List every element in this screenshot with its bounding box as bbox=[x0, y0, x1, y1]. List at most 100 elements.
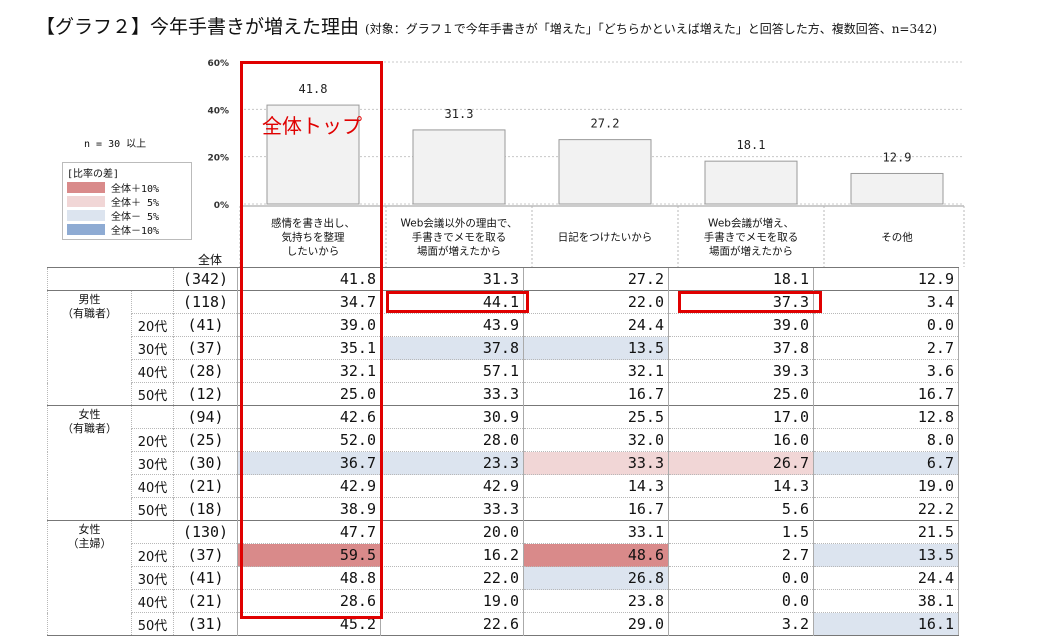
value-cell: 45.2 bbox=[237, 612, 381, 636]
legend-swatch bbox=[67, 223, 105, 235]
y-tick-label: 20% bbox=[207, 154, 229, 164]
age-label bbox=[131, 290, 174, 314]
legend-box: [比率の差] 全体＋10% 全体＋ 5% 全体－ 5% 全体－10% bbox=[62, 162, 192, 240]
table-row: 40代 (28) 32.1 57.1 32.1 39.3 3.6 bbox=[48, 359, 959, 383]
group-label: 女性 （有職者） bbox=[47, 405, 132, 521]
value-cell: 33.1 bbox=[523, 520, 669, 544]
value-cell: 35.1 bbox=[237, 336, 381, 360]
value-cell: 18.1 bbox=[668, 267, 814, 291]
sample-size: (31) bbox=[173, 612, 238, 636]
value-cell: 43.9 bbox=[380, 313, 524, 337]
value-cell: 22.0 bbox=[380, 566, 524, 590]
bar bbox=[850, 172, 944, 205]
value-cell: 59.5 bbox=[237, 543, 381, 567]
value-cell: 39.0 bbox=[237, 313, 381, 337]
value-cell: 16.7 bbox=[813, 382, 959, 406]
value-cell: 26.8 bbox=[523, 566, 669, 590]
table-row: 女性 （主婦） (130) 47.7 20.0 33.1 1.5 21.5 bbox=[47, 520, 959, 636]
value-cell: 32.1 bbox=[523, 359, 669, 383]
value-cell: 22.6 bbox=[380, 612, 524, 636]
value-cell: 38.9 bbox=[237, 497, 381, 521]
value-cell: 42.9 bbox=[237, 474, 381, 498]
value-cell: 25.0 bbox=[668, 382, 814, 406]
value-cell: 3.6 bbox=[813, 359, 959, 383]
n-note: n = 30 以上 bbox=[84, 139, 147, 150]
value-cell: 37.8 bbox=[380, 336, 524, 360]
y-tick-label: 60% bbox=[207, 59, 229, 69]
age-label: 30代 bbox=[131, 566, 174, 590]
value-cell: 20.0 bbox=[380, 520, 524, 544]
value-cell: 1.5 bbox=[668, 520, 814, 544]
value-cell: 33.3 bbox=[523, 451, 669, 475]
value-cell: 37.3 bbox=[668, 290, 814, 314]
value-cell: 33.3 bbox=[380, 497, 524, 521]
sample-size: (30) bbox=[173, 451, 238, 475]
legend-label: 全体－ 5% bbox=[111, 211, 160, 223]
value-cell: 30.9 bbox=[380, 405, 524, 429]
value-cell: 29.0 bbox=[523, 612, 669, 636]
legend-label: 全体－10% bbox=[111, 225, 160, 237]
bar-value-label: 31.3 bbox=[445, 107, 474, 121]
bar bbox=[266, 104, 360, 205]
table-row: 30代 (37) 35.1 37.8 13.5 37.8 2.7 bbox=[48, 336, 959, 360]
value-cell: 32.1 bbox=[237, 359, 381, 383]
value-cell: 47.7 bbox=[237, 520, 381, 544]
value-cell: 17.0 bbox=[668, 405, 814, 429]
legend-swatch bbox=[67, 209, 105, 221]
table-row: 男性 （有職者） (118) 34.7 44.1 22.0 37.3 3.4 bbox=[47, 290, 959, 406]
value-cell: 6.7 bbox=[813, 451, 959, 475]
value-cell: 13.5 bbox=[523, 336, 669, 360]
value-cell: 28.0 bbox=[380, 428, 524, 452]
bar bbox=[704, 160, 798, 205]
value-cell: 27.2 bbox=[523, 267, 669, 291]
value-cell: 16.7 bbox=[523, 497, 669, 521]
value-cell: 32.0 bbox=[523, 428, 669, 452]
value-cell: 14.3 bbox=[523, 474, 669, 498]
bar bbox=[558, 139, 652, 205]
y-tick-label: 40% bbox=[207, 106, 229, 116]
age-label: 50代 bbox=[131, 612, 174, 636]
total-label: 全体 bbox=[198, 253, 223, 267]
table-row: 50代 (31) 45.2 22.6 29.0 3.2 16.1 bbox=[48, 612, 959, 636]
legend-item: 全体－ 5% bbox=[67, 208, 187, 223]
y-tick-label: 0% bbox=[214, 201, 229, 211]
sample-size: (21) bbox=[173, 474, 238, 498]
sample-size: (21) bbox=[173, 589, 238, 613]
title-sub: (対象：グラフ１で今年手書きが「増えた」「どちらかといえば増えた」と回答した方、… bbox=[365, 22, 938, 36]
category-label: Web会議以外の理由で、手書きでメモを取る場面が増えたから bbox=[401, 217, 518, 258]
legend-item: 全体＋ 5% bbox=[67, 194, 187, 209]
legend-label: 全体＋10% bbox=[111, 183, 160, 195]
value-cell: 16.7 bbox=[523, 382, 669, 406]
value-cell: 48.6 bbox=[523, 543, 669, 567]
sample-size: (12) bbox=[173, 382, 238, 406]
value-cell: 52.0 bbox=[237, 428, 381, 452]
age-label: 50代 bbox=[131, 382, 174, 406]
legend-swatch bbox=[67, 195, 105, 207]
value-cell: 5.6 bbox=[668, 497, 814, 521]
value-cell: 39.3 bbox=[668, 359, 814, 383]
value-cell: 3.4 bbox=[813, 290, 959, 314]
group-label: 女性 （主婦） bbox=[47, 520, 132, 636]
value-cell: 57.1 bbox=[380, 359, 524, 383]
annotation-label: 全体トップ bbox=[262, 114, 362, 138]
table-row: 女性 （有職者） (94) 42.6 30.9 25.5 17.0 12.8 bbox=[47, 405, 959, 521]
age-label: 30代 bbox=[131, 451, 174, 475]
age-label: 50代 bbox=[131, 497, 174, 521]
sample-size: (25) bbox=[173, 428, 238, 452]
value-cell: 19.0 bbox=[380, 589, 524, 613]
category-label: その他 bbox=[881, 231, 913, 244]
age-label bbox=[131, 405, 174, 429]
age-label: 20代 bbox=[131, 543, 174, 567]
value-cell: 25.5 bbox=[523, 405, 669, 429]
table-row: 20代 (41) 39.0 43.9 24.4 39.0 0.0 bbox=[48, 313, 959, 337]
sample-size: (41) bbox=[173, 313, 238, 337]
table-row: 40代 (21) 42.9 42.9 14.3 14.3 19.0 bbox=[48, 474, 959, 498]
sample-size: (41) bbox=[173, 566, 238, 590]
value-cell: 0.0 bbox=[668, 589, 814, 613]
value-cell: 12.8 bbox=[813, 405, 959, 429]
value-cell: 12.9 bbox=[813, 267, 959, 291]
value-cell: 42.9 bbox=[380, 474, 524, 498]
value-cell: 13.5 bbox=[813, 543, 959, 567]
value-cell: 8.0 bbox=[813, 428, 959, 452]
value-cell: 24.4 bbox=[813, 566, 959, 590]
